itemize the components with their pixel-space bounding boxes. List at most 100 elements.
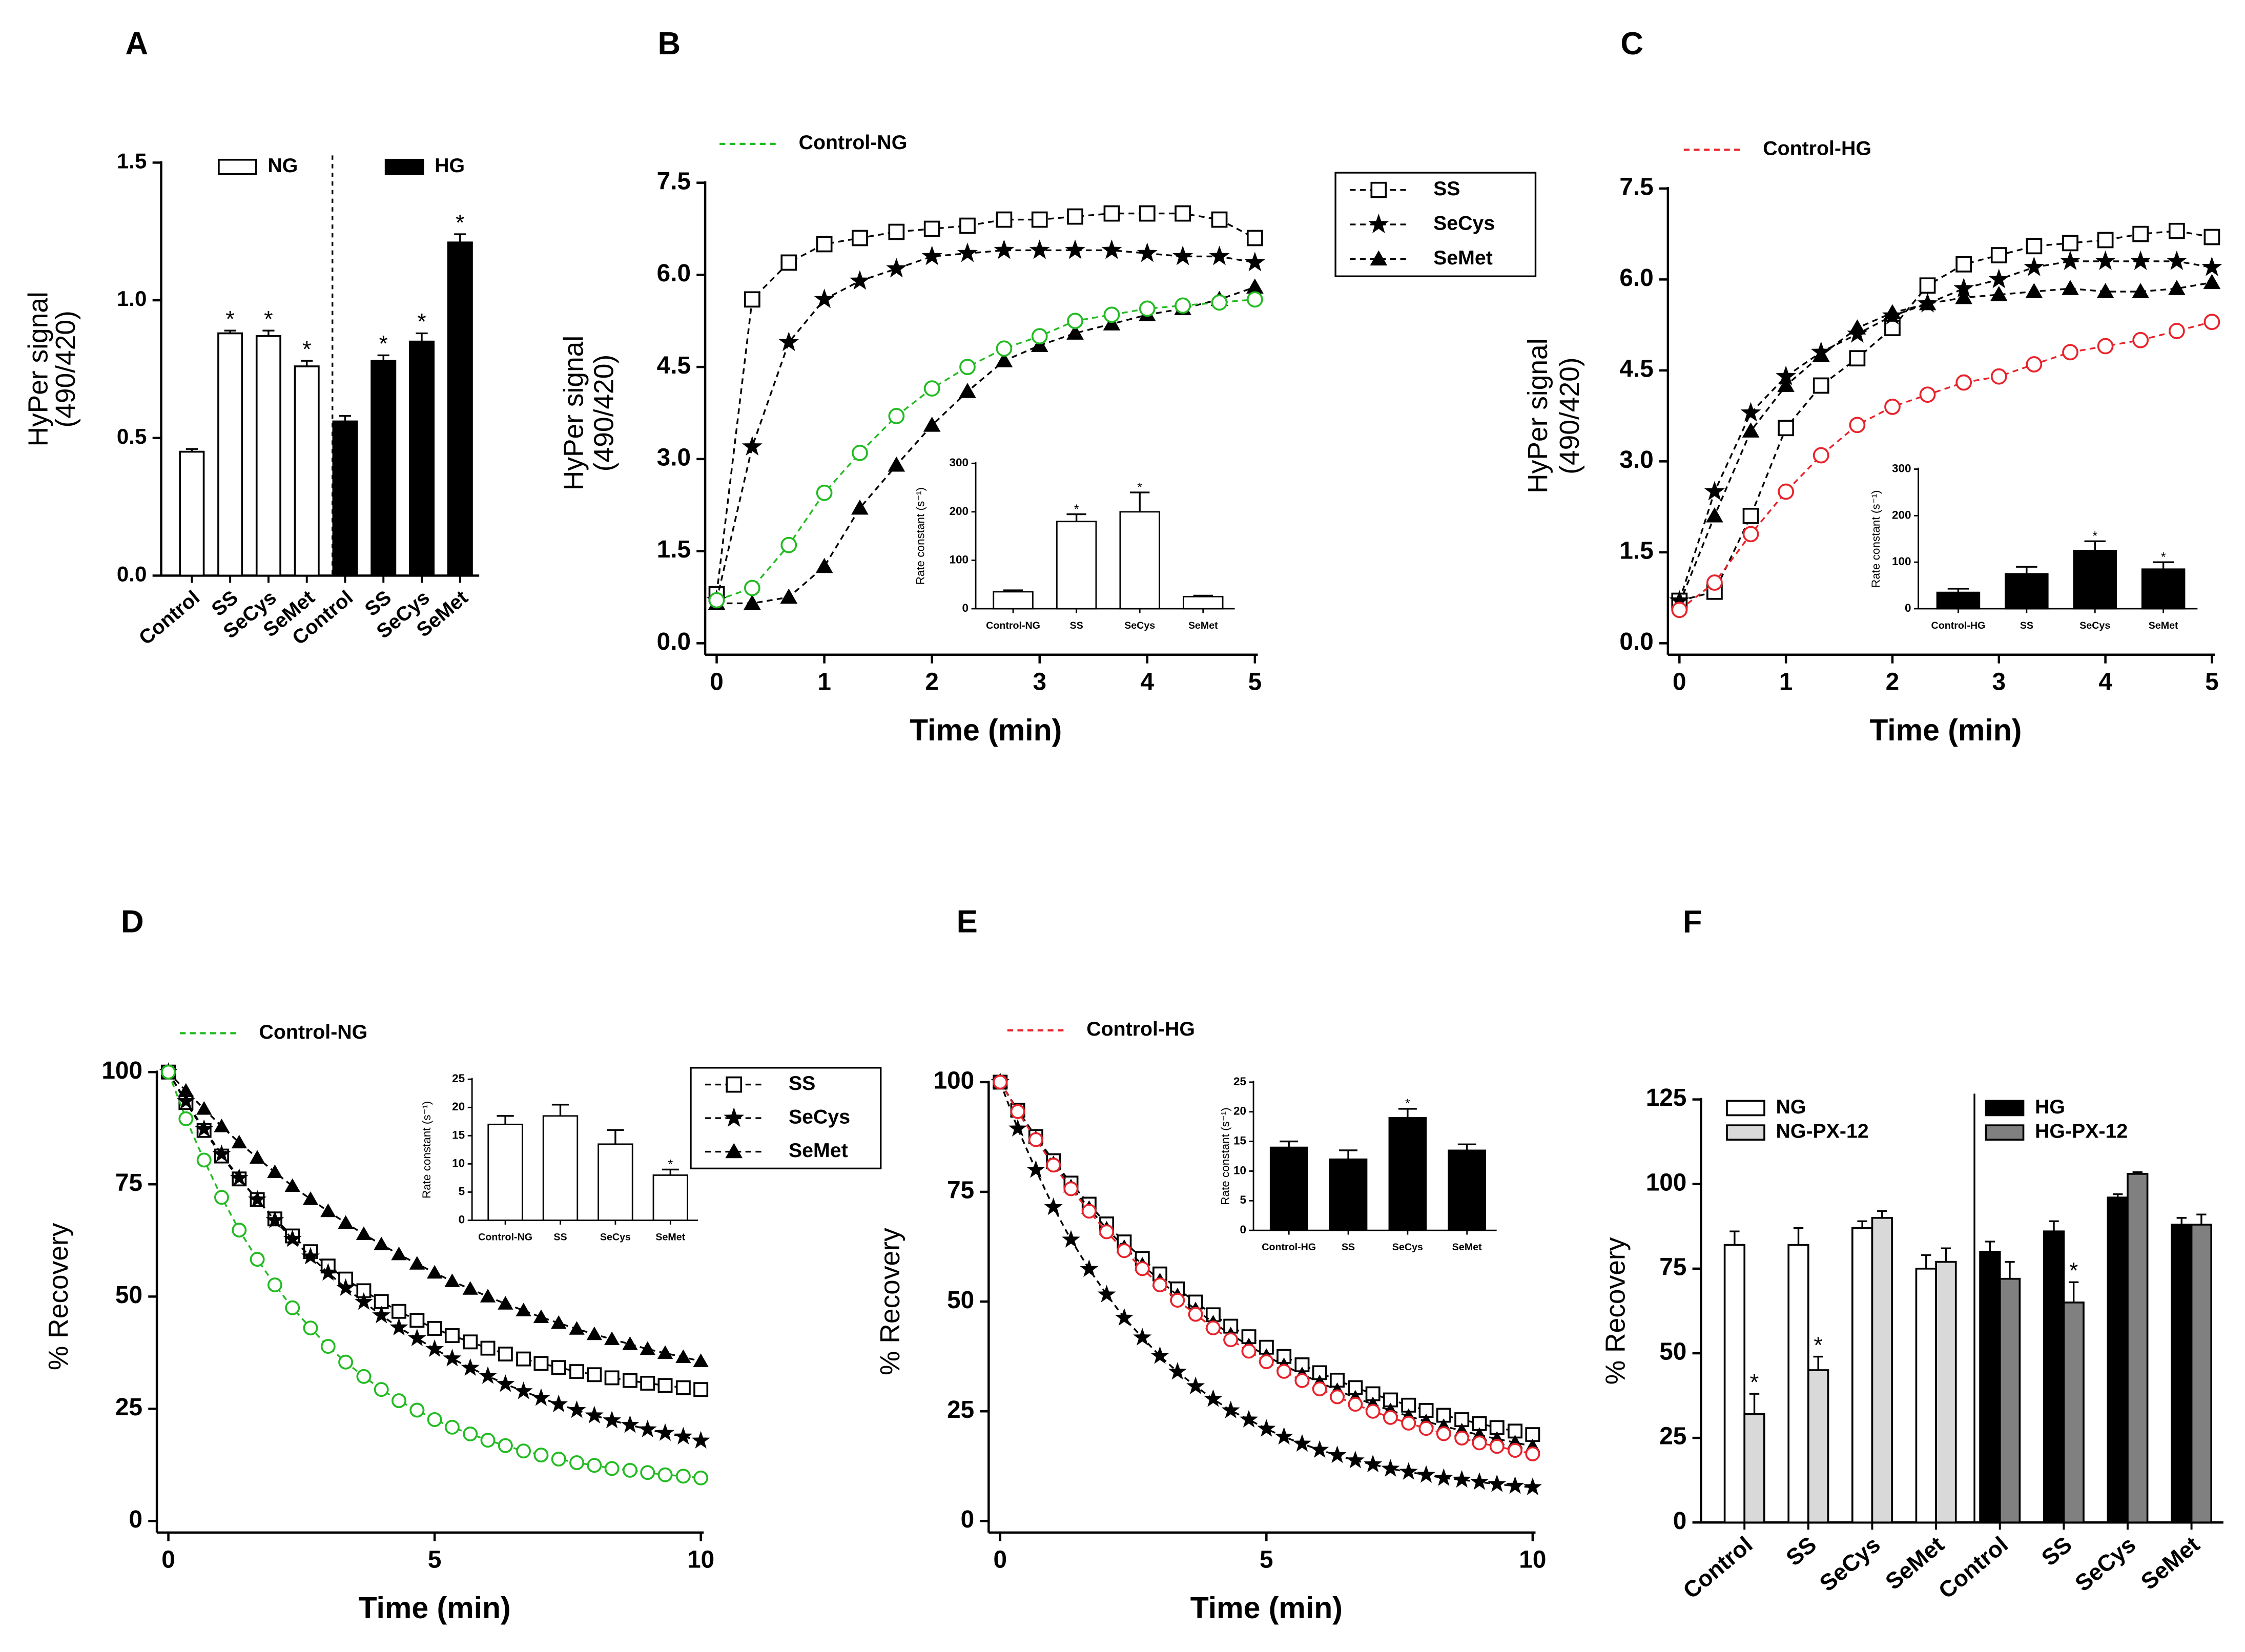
marker <box>1365 1403 1381 1419</box>
marker <box>1919 295 1937 311</box>
marker <box>2097 232 2114 249</box>
marker <box>2168 323 2185 339</box>
marker <box>1175 297 1191 314</box>
marker <box>1742 422 1760 438</box>
y-tick-label: 1.5 <box>117 149 147 173</box>
y-axis-label: Rate constant (s⁻¹) <box>914 487 926 585</box>
marker <box>1348 1397 1363 1412</box>
marker <box>1370 250 1388 266</box>
x-tick-label: 0 <box>161 1546 175 1574</box>
bar <box>1915 1268 1937 1524</box>
marker <box>1240 1410 1259 1428</box>
bar <box>1388 1117 1427 1231</box>
y-axis-label: Rate constant (s⁻¹) <box>420 1101 433 1199</box>
marker <box>744 580 760 596</box>
error-bar <box>497 1115 514 1125</box>
bar <box>370 360 397 577</box>
error-bar <box>2152 561 2174 569</box>
marker <box>923 380 940 397</box>
marker <box>656 1423 675 1441</box>
series-line <box>1679 230 2212 602</box>
marker <box>1742 526 1759 543</box>
marker <box>267 1277 282 1293</box>
marker <box>1777 377 1795 393</box>
significance: * <box>417 308 426 335</box>
marker <box>356 1369 372 1384</box>
marker <box>1046 1158 1061 1173</box>
marker <box>249 1150 265 1164</box>
y-axis-label: % Recovery <box>1601 1237 1631 1385</box>
y-tick-label: 0 <box>1240 1223 1247 1236</box>
x-tick-label: 3 <box>1033 669 1046 696</box>
marker <box>1170 1293 1185 1308</box>
marker <box>1150 1346 1169 1364</box>
marker <box>1186 1376 1205 1394</box>
significance: * <box>2069 1257 2078 1283</box>
y-tick-label: 7.5 <box>1619 174 1653 201</box>
x-tick-label: 2 <box>925 669 939 696</box>
legend-box <box>690 1067 882 1170</box>
marker <box>995 352 1013 367</box>
marker <box>2130 250 2151 270</box>
marker <box>1066 324 1084 340</box>
panel-label: A <box>125 26 148 61</box>
y-tick-label: 25 <box>1233 1075 1246 1088</box>
y-tick-label: 7.5 <box>657 168 691 195</box>
marker <box>640 1465 655 1480</box>
marker <box>1175 205 1191 222</box>
marker <box>674 1427 693 1445</box>
error-bar <box>1877 1210 1887 1218</box>
marker <box>1813 377 1829 394</box>
legend-label: SeMet <box>789 1139 848 1162</box>
marker <box>231 1134 247 1149</box>
x-tick-label: 3 <box>1992 669 2006 696</box>
y-tick-label: 200 <box>950 505 969 518</box>
marker <box>480 1289 496 1303</box>
bar <box>2190 1224 2213 1524</box>
marker <box>1346 1451 1365 1469</box>
marker <box>265 1210 284 1228</box>
marker <box>1139 205 1156 222</box>
error-bar <box>186 448 198 452</box>
marker <box>638 1419 657 1438</box>
marker <box>178 1111 194 1126</box>
marker <box>1401 1415 1416 1431</box>
marker <box>604 1370 620 1386</box>
marker <box>195 1119 214 1137</box>
x-tick-label: SeCys <box>1392 1242 1423 1253</box>
error-bar <box>339 415 352 422</box>
marker <box>1137 242 1158 262</box>
y-tick-label: 0 <box>1673 1508 1687 1535</box>
y-tick-label: 0 <box>459 1213 465 1226</box>
marker <box>622 1373 637 1388</box>
marker <box>1168 1362 1187 1380</box>
marker <box>319 1263 338 1281</box>
marker <box>1246 278 1264 294</box>
marker <box>285 1300 300 1315</box>
error-bar <box>1985 1241 1995 1252</box>
marker <box>1990 286 2008 301</box>
marker <box>444 1328 460 1344</box>
x-tick-label: 0 <box>710 669 724 696</box>
marker <box>1884 304 1901 320</box>
marker <box>780 254 797 271</box>
bar <box>1936 591 1981 610</box>
marker <box>994 239 1015 259</box>
y-tick-label: 25 <box>947 1396 974 1423</box>
marker <box>463 1426 478 1441</box>
error-bar <box>416 332 428 342</box>
marker <box>212 1144 231 1162</box>
marker <box>1310 1440 1329 1458</box>
marker <box>533 1309 549 1324</box>
marker <box>725 1143 743 1159</box>
x-tick-label: 2 <box>1886 669 1900 696</box>
y-tick-label: 15 <box>1233 1134 1246 1147</box>
marker <box>2026 356 2043 373</box>
error-bar <box>2084 540 2106 551</box>
x-tick-label: Control <box>1933 1531 2013 1604</box>
x-tick-label: SeMet <box>655 1231 685 1243</box>
y-tick-label: 0 <box>961 1506 975 1533</box>
marker <box>1452 1470 1471 1488</box>
marker <box>1919 277 1936 294</box>
bar <box>1999 1277 2021 1524</box>
